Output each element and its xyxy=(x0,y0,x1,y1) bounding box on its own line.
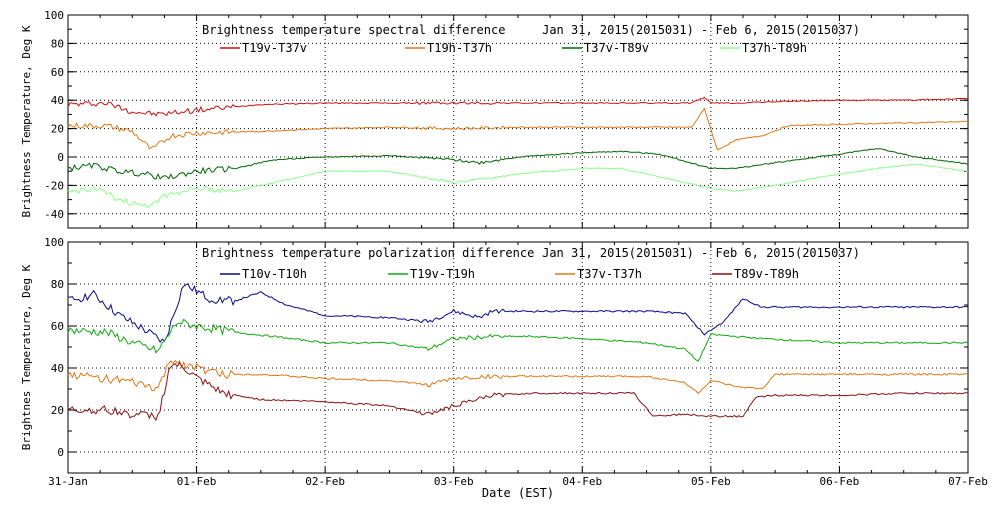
y-tick-label: 80 xyxy=(51,37,64,50)
y-tick-label: -40 xyxy=(44,208,64,221)
legend-label: T19h-T37h xyxy=(427,41,492,55)
series-line-t37h-t89h xyxy=(67,163,969,209)
plot-frame-0 xyxy=(67,14,969,229)
legend-label: T19v-T19h xyxy=(410,267,475,281)
y-tick-label: 100 xyxy=(44,9,64,22)
chart-date-range: Jan 31, 2015(2015031) - Feb 6, 2015(2015… xyxy=(542,246,860,260)
y-tick-label: 0 xyxy=(57,446,64,459)
x-tick-label: 06-Feb xyxy=(820,475,860,488)
x-tick-label: 31-Jan xyxy=(48,475,88,488)
series-line-t89v-t89h xyxy=(67,361,969,422)
y-tick-label: 100 xyxy=(44,236,64,249)
x-tick-label: 04-Feb xyxy=(562,475,602,488)
series-line-t19v-t19h xyxy=(67,318,969,363)
y-tick-label: 40 xyxy=(51,94,64,107)
legend-label: T10v-T10h xyxy=(242,267,307,281)
y-tick-label: 20 xyxy=(51,123,64,136)
y-axis-label: Brightness Temperature, Deg K xyxy=(20,25,33,217)
y-tick-label: 60 xyxy=(51,66,64,79)
series-line-t19h-t37h xyxy=(67,107,969,151)
x-tick-label: 07-Feb xyxy=(948,475,988,488)
chart-title: Brightness temperature polarization diff… xyxy=(202,246,534,260)
y-tick-label: 0 xyxy=(57,151,64,164)
y-tick-label: -20 xyxy=(44,179,64,192)
plot-frame-1 xyxy=(67,241,969,474)
legend-label: T89v-T89h xyxy=(734,267,799,281)
legend-label: T37h-T89h xyxy=(742,41,807,55)
chart-date-range: Jan 31, 2015(2015031) - Feb 6, 2015(2015… xyxy=(542,23,860,37)
legend-label: T19v-T37v xyxy=(242,41,307,55)
series-line-t19v-t37v xyxy=(67,96,969,117)
x-axis-label: Date (EST) xyxy=(482,486,554,500)
y-tick-label: 40 xyxy=(51,362,64,375)
series-line-t37v-t89v xyxy=(67,148,969,180)
x-tick-label: 05-Feb xyxy=(691,475,731,488)
x-tick-label: 01-Feb xyxy=(177,475,217,488)
x-tick-label: 02-Feb xyxy=(305,475,345,488)
y-tick-label: 60 xyxy=(51,320,64,333)
y-axis-label: Brightnes Temperature, Deg K xyxy=(20,264,33,450)
legend-label: T37v-T37h xyxy=(577,267,642,281)
series-line-t10v-t10h xyxy=(68,283,969,344)
x-tick-label: 03-Feb xyxy=(434,475,474,488)
y-tick-label: 80 xyxy=(51,278,64,291)
y-tick-label: 20 xyxy=(51,404,64,417)
chart-title: Brightness temperature spectral differen… xyxy=(202,23,505,37)
series-line-t37v-t37h xyxy=(67,359,969,395)
legend-label: T37v-T89v xyxy=(584,41,649,55)
